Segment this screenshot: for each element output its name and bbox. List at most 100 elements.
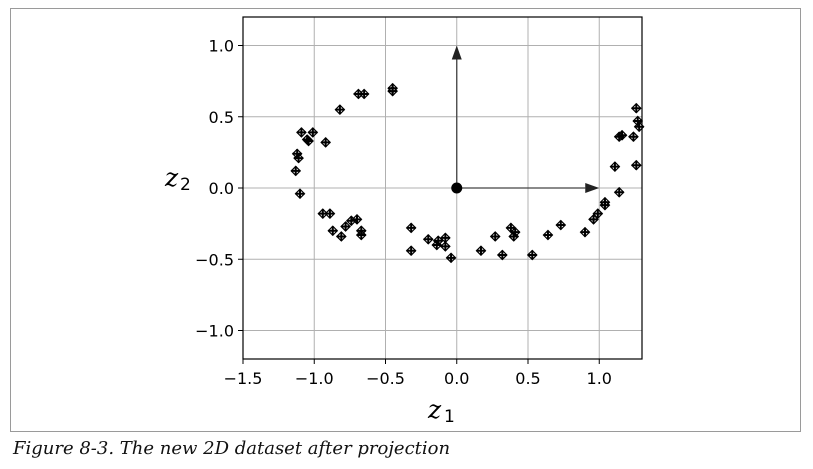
data-point-cross [440,241,450,251]
data-point [355,229,367,241]
data-point [509,226,521,238]
data-point-cross [527,250,537,260]
data-point-cross [497,250,507,260]
data-point-cross [617,130,627,140]
data-point-cross [510,227,520,237]
data-point [630,159,642,171]
y-tick-label: 0.0 [209,179,234,198]
data-point-cross [356,230,366,240]
data-point [630,102,642,114]
data-point-cross [440,233,450,243]
data-point-cross [580,227,590,237]
data-point-cross [341,221,351,231]
data-point-cross [406,246,416,256]
data-point-cross [291,166,301,176]
data-point-cross [432,240,442,250]
data-point-cross [631,160,641,170]
data-point-cross [423,234,433,244]
data-point-cross [543,230,553,240]
data-point-cross [600,200,610,210]
data-point [301,134,313,145]
data-point [345,215,357,227]
y-axis-label-subscript: 2 [180,175,191,195]
data-point [497,249,508,261]
data-point [327,225,339,237]
data-point [335,231,347,242]
data-point-cross [336,231,346,241]
y-axis-label: z [164,163,179,192]
data-point-cross [406,223,416,233]
data-point-cross [359,89,369,99]
data-point [609,161,621,172]
data-point-cross [295,189,305,199]
data-point [489,231,501,242]
y-tick-label: −0.5 [195,250,234,269]
data-point-cross [388,86,398,96]
data-point [613,186,625,198]
data-point-cross [476,246,486,256]
scatter-chart: −1.5 −1.0 −0.5 0.0 0.5 1.0 −1.0−0.50.00.51.0 … [164,16,645,427]
data-point-cross [610,162,620,172]
data-point-cross [335,105,345,115]
data-point [616,129,628,141]
data-point [422,233,434,245]
data-point [555,219,567,231]
data-point [526,249,538,261]
vector-arrow [456,183,600,193]
data-point [307,127,319,138]
data-point-cross [302,135,312,145]
data-point-cross [346,216,356,226]
data-point-cross [506,223,516,233]
data-point [588,214,599,225]
x-tick-label: −1.0 [295,369,334,388]
y-tick-label: −1.0 [195,322,234,341]
data-point [291,148,303,160]
figure-caption: Figure 8-3. The new 2D dataset after pro… [13,438,451,459]
data-point [440,232,451,244]
data-point [340,221,351,232]
data-point-cross [593,209,603,219]
data-point [542,229,554,241]
data-point [293,152,304,164]
x-tick-label: −0.5 [366,369,405,388]
data-point-cross [321,137,331,147]
data-point [431,239,443,251]
data-point-cross [294,153,304,163]
data-point [405,222,417,234]
data-point [592,208,604,219]
data-point-cross [328,226,338,236]
data-point-cross [631,103,641,113]
data-point [296,127,307,138]
data-point [599,199,611,211]
origin-point [451,182,463,194]
data-point-cross [308,127,318,137]
x-axis-label: z [427,395,442,424]
data-point-cross [325,209,335,219]
data-point [445,252,457,264]
data-point-cross [509,231,519,241]
data-point [387,85,398,97]
data-point [303,135,314,147]
data-point [324,208,336,219]
x-tick-label: 1.0 [587,369,612,388]
data-point-cross [490,231,500,241]
data-point [320,137,331,148]
data-point [475,245,487,257]
data-point [334,104,346,115]
vector-head [585,183,600,193]
data-point-cross [628,132,638,142]
data-point-cross [446,253,456,263]
data-points [290,82,645,264]
data-point [405,245,417,257]
data-point-cross [614,187,624,197]
data-point [628,131,639,143]
data-point-cross [433,236,443,246]
data-point [579,226,591,238]
data-point [290,165,302,177]
data-point [505,222,517,234]
x-tick-label: −1.5 [224,369,263,388]
data-point [294,188,306,200]
vector-head [451,45,462,60]
vector-arrow [451,45,462,188]
data-point [508,231,520,242]
